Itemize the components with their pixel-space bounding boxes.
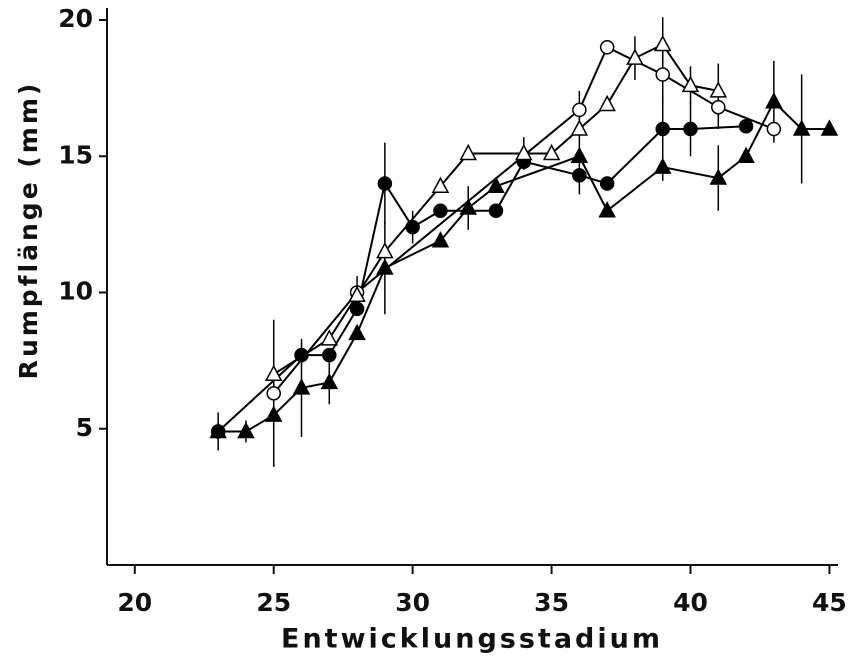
point bbox=[459, 143, 477, 161]
y-axis-label: Rumpflänge (mm) bbox=[14, 81, 43, 380]
y-tick-label: 5 bbox=[76, 413, 93, 442]
point bbox=[349, 301, 365, 317]
series-line bbox=[272, 45, 775, 394]
point bbox=[488, 203, 504, 218]
point bbox=[292, 378, 311, 395]
point bbox=[320, 329, 339, 346]
point bbox=[433, 203, 448, 218]
point bbox=[515, 143, 533, 161]
point bbox=[653, 157, 672, 174]
x-tick-label: 25 bbox=[256, 588, 291, 617]
point bbox=[348, 323, 366, 341]
x-tick-label: 30 bbox=[395, 588, 430, 617]
point bbox=[572, 102, 587, 118]
point bbox=[655, 67, 670, 82]
point bbox=[653, 34, 672, 52]
point bbox=[266, 386, 281, 401]
point bbox=[572, 168, 587, 183]
point bbox=[599, 176, 615, 191]
point bbox=[792, 119, 811, 136]
point bbox=[626, 48, 644, 65]
point bbox=[431, 231, 450, 248]
point bbox=[598, 94, 616, 112]
point bbox=[598, 201, 616, 218]
x-tick-label: 40 bbox=[673, 588, 708, 617]
point bbox=[570, 146, 589, 163]
point bbox=[376, 242, 394, 259]
point bbox=[209, 421, 227, 439]
point bbox=[264, 364, 283, 381]
point bbox=[765, 92, 783, 109]
x-tick-label: 35 bbox=[534, 588, 569, 617]
point bbox=[459, 198, 477, 215]
point bbox=[377, 176, 393, 191]
x-tick-label: 45 bbox=[812, 588, 847, 617]
point bbox=[655, 121, 670, 137]
y-tick-label: 10 bbox=[58, 277, 93, 306]
point bbox=[320, 372, 339, 390]
x-axis-label: Entwicklungsstadium bbox=[281, 624, 663, 655]
point bbox=[820, 119, 839, 136]
point bbox=[570, 119, 589, 136]
point bbox=[738, 119, 754, 134]
x-tick-label: 20 bbox=[117, 588, 152, 617]
point bbox=[487, 176, 505, 193]
point bbox=[294, 347, 309, 363]
point bbox=[709, 81, 728, 98]
point bbox=[376, 258, 394, 275]
y-tick-label: 15 bbox=[58, 140, 93, 169]
point bbox=[737, 146, 755, 163]
point bbox=[264, 405, 283, 422]
point bbox=[405, 219, 420, 235]
point bbox=[542, 143, 561, 161]
point bbox=[348, 285, 366, 302]
point bbox=[683, 121, 698, 137]
point bbox=[599, 40, 615, 55]
point bbox=[766, 121, 782, 137]
point bbox=[681, 75, 700, 93]
point bbox=[431, 176, 450, 193]
point bbox=[322, 347, 337, 363]
point bbox=[711, 99, 726, 115]
y-tick-label: 20 bbox=[58, 4, 93, 33]
point bbox=[237, 421, 255, 439]
point bbox=[709, 168, 728, 185]
